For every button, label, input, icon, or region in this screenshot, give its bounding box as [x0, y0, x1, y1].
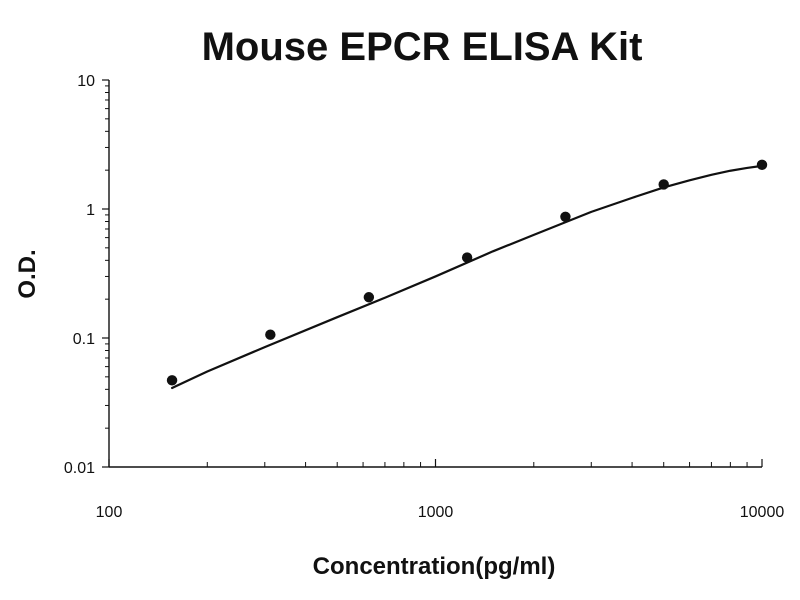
data-point	[363, 292, 375, 303]
x-tick-label: 100	[96, 504, 123, 521]
x-tick-label: 1000	[418, 504, 454, 521]
x-tick-label: 10000	[740, 504, 785, 521]
data-point	[166, 375, 178, 386]
axes: 0.01 0.1 1 10 100 1000 10000	[64, 73, 784, 521]
fit-curve-line	[170, 164, 764, 390]
data-point	[658, 179, 669, 190]
data-point	[265, 329, 276, 340]
y-axis-label: O.D.	[14, 249, 41, 298]
y-tick-label: 1	[86, 202, 95, 219]
y-tick-label: 10	[77, 73, 95, 90]
fit-curve-layer	[170, 164, 764, 390]
data-point	[560, 211, 571, 223]
data-point	[756, 159, 768, 171]
chart-title: Mouse EPCR ELISA Kit	[202, 25, 643, 69]
data-points-layer	[166, 159, 768, 386]
x-axis-label: Concentration(pg/ml)	[313, 553, 556, 580]
y-tick-label: 0.01	[64, 460, 95, 477]
data-point	[461, 252, 473, 263]
y-tick-label: 0.1	[73, 331, 95, 348]
